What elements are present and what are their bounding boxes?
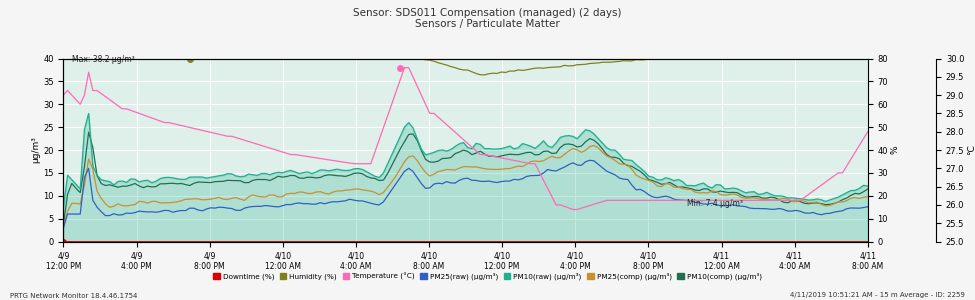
Legend: Downtime (%), Humidity (%), Temperature (°C), PM25(raw) (μg/m³), PM10(raw) (μg/m: Downtime (%), Humidity (%), Temperature …: [211, 270, 764, 283]
Y-axis label: %: %: [891, 146, 900, 154]
Text: Min: 7.4 μg/m³: Min: 7.4 μg/m³: [686, 199, 743, 208]
Y-axis label: μg/m³: μg/m³: [31, 136, 40, 164]
Text: Sensor: SDS011 Compensation (managed) (2 days): Sensor: SDS011 Compensation (managed) (2…: [353, 8, 622, 17]
Text: Max: 38.2 μg/m³: Max: 38.2 μg/m³: [72, 55, 135, 64]
Text: 4/11/2019 10:51:21 AM - 15 m Average - ID: 2259: 4/11/2019 10:51:21 AM - 15 m Average - I…: [791, 292, 965, 298]
Text: PRTG Network Monitor 18.4.46.1754: PRTG Network Monitor 18.4.46.1754: [10, 292, 137, 298]
Text: Sensors / Particulate Matter: Sensors / Particulate Matter: [415, 20, 560, 29]
Y-axis label: °C: °C: [967, 145, 975, 155]
